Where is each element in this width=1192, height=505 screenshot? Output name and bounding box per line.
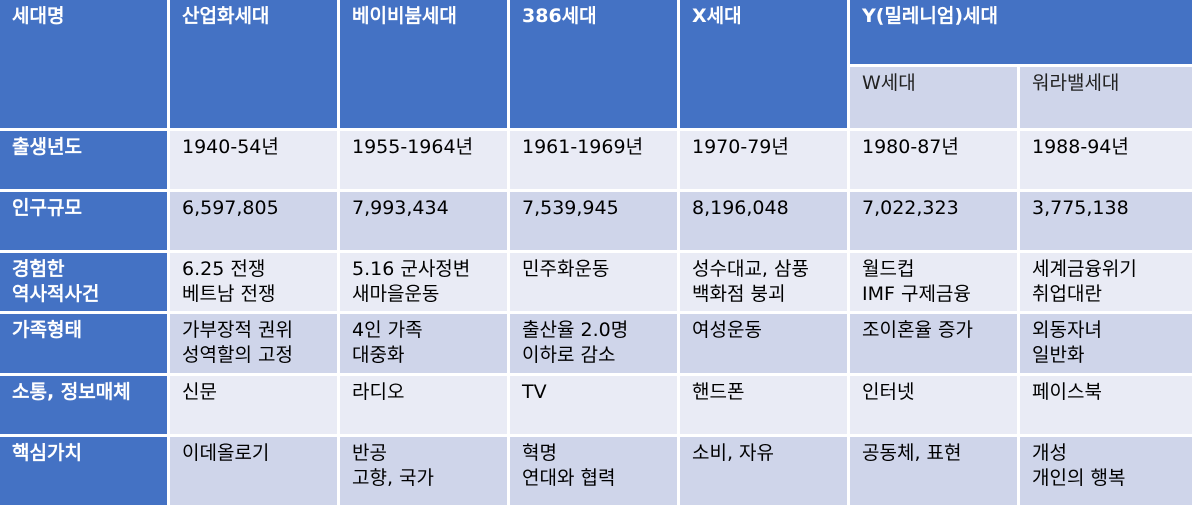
table-cell: 민주화운동 (510, 253, 677, 311)
row-label: 소통, 정보매체 (0, 376, 167, 434)
table-cell: 출산율 2.0명 이하로 감소 (510, 314, 677, 373)
row-label: 가족형태 (0, 314, 167, 373)
table-cell: 페이스북 (1020, 376, 1192, 434)
table-cell: 월드컵 IMF 구제금융 (850, 253, 1017, 311)
table-cell: 라디오 (340, 376, 507, 434)
table-cell: 공동체, 표현 (850, 437, 1017, 505)
table-cell: 세계금융위기 취업대란 (1020, 253, 1192, 311)
header-corner: 세대명 (0, 0, 167, 128)
table-cell: 핸드폰 (680, 376, 847, 434)
row-label: 핵심가치 (0, 437, 167, 505)
table-cell: 5.16 군사정변 새마을운동 (340, 253, 507, 311)
table-cell: 인터넷 (850, 376, 1017, 434)
header-generation: 베이비붐세대 (340, 0, 507, 128)
table-cell: 1988-94년 (1020, 131, 1192, 189)
table-cell: 7,539,945 (510, 192, 677, 250)
header-subgeneration: W세대 (850, 67, 1017, 128)
table-cell: 3,775,138 (1020, 192, 1192, 250)
header-generation: X세대 (680, 0, 847, 128)
header-y-generation: Y(밀레니엄)세대 (850, 0, 1192, 64)
table-cell: 4인 가족 대중화 (340, 314, 507, 373)
row-label: 인구규모 (0, 192, 167, 250)
header-generation: 386세대 (510, 0, 677, 128)
table-cell: 1961-1969년 (510, 131, 677, 189)
row-label: 경험한 역사적사건 (0, 253, 167, 311)
table-cell: 신문 (170, 376, 337, 434)
table-cell: 개성 개인의 행복 (1020, 437, 1192, 505)
table-cell: 조이혼율 증가 (850, 314, 1017, 373)
table-cell: TV (510, 376, 677, 434)
table-cell: 혁명 연대와 협력 (510, 437, 677, 505)
table-cell: 가부장적 권위 성역할의 고정 (170, 314, 337, 373)
table-cell: 7,022,323 (850, 192, 1017, 250)
row-label: 출생년도 (0, 131, 167, 189)
table-cell: 외동자녀 일반화 (1020, 314, 1192, 373)
table-cell: 여성운동 (680, 314, 847, 373)
table-cell: 1970-79년 (680, 131, 847, 189)
table-cell: 이데올로기 (170, 437, 337, 505)
table-cell: 6.25 전쟁 베트남 전쟁 (170, 253, 337, 311)
table-cell: 1980-87년 (850, 131, 1017, 189)
table-cell: 6,597,805 (170, 192, 337, 250)
table-cell: 반공 고향, 국가 (340, 437, 507, 505)
table-cell: 소비, 자유 (680, 437, 847, 505)
table-cell: 7,993,434 (340, 192, 507, 250)
table-cell: 성수대교, 삼풍 백화점 붕괴 (680, 253, 847, 311)
table-cell: 1955-1964년 (340, 131, 507, 189)
header-generation: 산업화세대 (170, 0, 337, 128)
table-cell: 8,196,048 (680, 192, 847, 250)
table-cell: 1940-54년 (170, 131, 337, 189)
header-subgeneration: 워라밸세대 (1020, 67, 1192, 128)
